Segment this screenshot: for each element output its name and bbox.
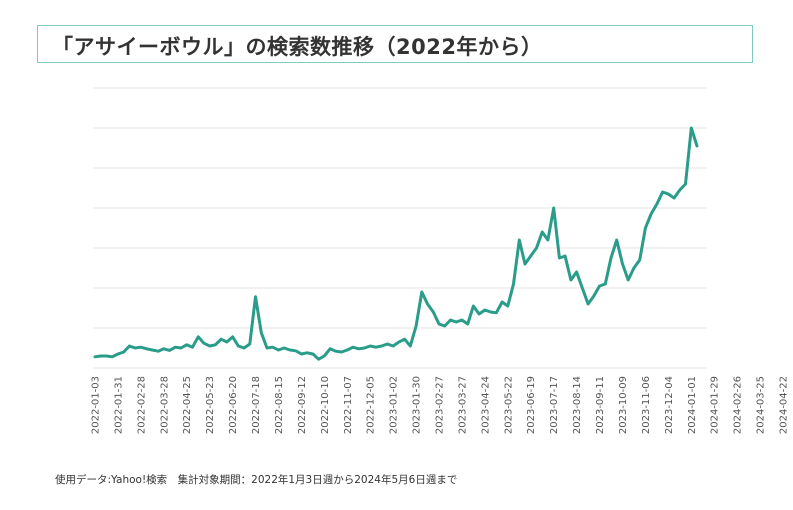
x-tick-label: 2022-06-20: [228, 376, 239, 434]
x-tick-label: 2023-01-30: [412, 376, 423, 434]
x-tick-label: 2022-09-12: [297, 376, 308, 434]
x-tick-label: 2022-05-23: [205, 376, 216, 434]
x-tick-label: 2022-01-03: [91, 376, 102, 434]
x-tick-label: 2024-04-22: [779, 376, 790, 434]
x-tick-label: 2023-08-14: [572, 376, 583, 434]
x-tick-label: 2023-03-27: [457, 376, 468, 434]
x-tick-label: 2022-11-07: [343, 376, 354, 434]
x-tick-label: 2023-09-11: [595, 376, 606, 434]
x-tick-label: 2023-01-02: [389, 376, 400, 434]
chart-title: 「アサイーボウル」の検索数推移（2022年から）: [52, 35, 543, 59]
x-tick-label: 2023-06-19: [526, 376, 537, 434]
x-tick-label: 2023-10-09: [618, 376, 629, 434]
x-tick-label: 2023-04-24: [480, 376, 491, 434]
x-tick-label: 2023-12-04: [664, 376, 675, 434]
x-tick-label: 2023-02-27: [435, 376, 446, 434]
x-tick-label: 2023-05-22: [503, 376, 514, 434]
grid-lines: [93, 87, 707, 369]
x-tick-label: 2022-03-28: [159, 376, 170, 434]
x-tick-label: 2022-12-05: [366, 376, 377, 434]
x-tick-label: 2022-10-10: [320, 376, 331, 434]
x-tick-label: 2023-07-17: [549, 376, 560, 434]
x-tick-label: 2022-07-18: [251, 376, 262, 434]
x-tick-label: 2022-04-25: [182, 376, 193, 434]
x-tick-label: 2022-08-15: [274, 376, 285, 434]
x-tick-label: 2024-01-01: [687, 376, 698, 434]
title-box: 「アサイーボウル」の検索数推移（2022年から）: [37, 25, 753, 63]
x-tick-label: 2024-03-25: [756, 376, 767, 434]
series-line: [93, 126, 699, 361]
x-axis-ticks: 2022-01-03 2022-01-31 2022-02-28 2022-03-28…: [91, 376, 790, 434]
footnote: 使用データ:Yahoo!検索 集計対象期間：2022年1月3日週から2024年5…: [55, 474, 458, 486]
x-tick-label: 2022-01-31: [113, 376, 124, 434]
x-tick-label: 2024-02-26: [733, 376, 744, 434]
x-tick-label: 2022-02-28: [136, 376, 147, 434]
x-tick-label: 2023-11-06: [641, 376, 652, 434]
x-tick-label: 2024-01-29: [710, 376, 721, 434]
